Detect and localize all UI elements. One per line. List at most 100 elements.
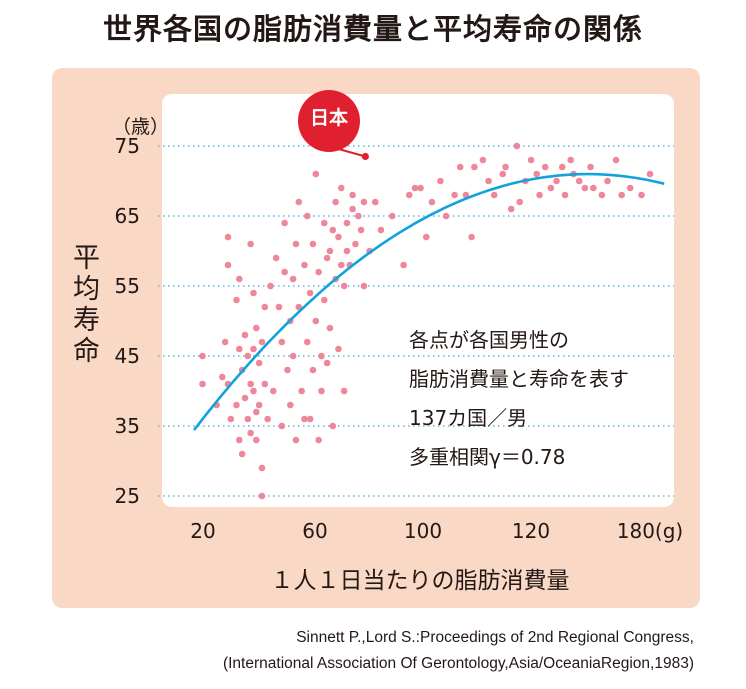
y-tick-label: 75 bbox=[115, 134, 140, 158]
data-point bbox=[335, 233, 342, 241]
data-point bbox=[442, 212, 450, 220]
data-point bbox=[250, 387, 257, 395]
y-tick-label: 25 bbox=[115, 484, 140, 508]
data-point bbox=[598, 191, 606, 199]
data-point bbox=[219, 373, 226, 381]
data-point bbox=[233, 401, 240, 409]
data-point bbox=[250, 289, 257, 297]
data-point bbox=[247, 380, 254, 388]
data-point bbox=[258, 464, 266, 472]
data-point bbox=[284, 366, 291, 374]
data-point bbox=[309, 240, 317, 248]
data-point bbox=[312, 170, 320, 178]
data-point bbox=[513, 142, 521, 150]
data-point bbox=[590, 184, 597, 192]
data-point bbox=[533, 170, 541, 178]
data-point bbox=[267, 282, 274, 290]
data-point bbox=[292, 240, 300, 248]
y-tick-label: 45 bbox=[115, 344, 140, 368]
x-tick-label: 20 bbox=[190, 519, 215, 543]
y-tick-label: 65 bbox=[115, 204, 140, 228]
data-point bbox=[306, 415, 314, 423]
japan-marker-label: 日本 bbox=[298, 90, 360, 152]
data-point bbox=[456, 163, 464, 171]
data-point bbox=[343, 219, 351, 227]
source-line: Sinnett P.,Lord S.:Proceedings of 2nd Re… bbox=[296, 629, 694, 646]
data-point bbox=[295, 198, 303, 206]
data-point bbox=[388, 212, 396, 220]
data-point bbox=[357, 226, 365, 234]
data-point bbox=[332, 198, 339, 206]
data-point bbox=[298, 387, 305, 395]
data-point bbox=[253, 408, 260, 416]
data-point bbox=[575, 177, 583, 185]
data-point bbox=[253, 436, 260, 444]
data-point bbox=[422, 233, 430, 241]
trend-curve bbox=[192, 172, 665, 431]
data-point bbox=[312, 317, 320, 325]
data-point bbox=[278, 338, 286, 346]
data-point bbox=[587, 163, 594, 171]
source-citation: Sinnett P.,Lord S.:Proceedings of 2nd Re… bbox=[223, 625, 694, 677]
data-point bbox=[612, 156, 620, 164]
data-point bbox=[238, 450, 246, 458]
data-point bbox=[646, 170, 654, 178]
data-point bbox=[343, 247, 351, 255]
data-point bbox=[255, 359, 263, 367]
data-point bbox=[468, 233, 475, 241]
data-point bbox=[255, 401, 263, 409]
data-point bbox=[340, 387, 348, 395]
data-point bbox=[320, 296, 328, 304]
plot-area bbox=[162, 94, 674, 507]
x-tick-label: 120 bbox=[512, 519, 550, 543]
data-point bbox=[236, 275, 243, 283]
x-axis-label: １人１日当たりの脂肪消費量 bbox=[270, 568, 570, 594]
annotation-line: 各点が各国男性の bbox=[409, 328, 569, 352]
data-point bbox=[471, 163, 478, 171]
data-point bbox=[261, 303, 269, 311]
data-point bbox=[567, 156, 575, 164]
data-point bbox=[349, 205, 356, 213]
annotation-line: 137カ国／男 bbox=[409, 406, 528, 430]
data-point bbox=[326, 247, 334, 255]
data-point bbox=[303, 212, 311, 220]
data-point bbox=[490, 191, 498, 199]
data-point bbox=[301, 415, 308, 423]
data-point bbox=[516, 198, 524, 206]
data-point bbox=[618, 191, 625, 199]
data-point bbox=[258, 338, 266, 346]
data-point bbox=[292, 436, 300, 444]
data-point bbox=[536, 191, 543, 199]
data-point bbox=[269, 387, 277, 395]
data-point bbox=[241, 331, 249, 339]
chart-annotation: 各点が各国男性の 脂肪消費量と寿命を表す 137カ国／男 多重相関γ＝0.78 bbox=[409, 321, 629, 477]
data-point bbox=[320, 219, 328, 227]
data-point bbox=[360, 282, 368, 290]
data-point bbox=[411, 184, 419, 192]
data-point bbox=[281, 219, 288, 227]
data-point bbox=[340, 282, 348, 290]
data-point bbox=[499, 170, 507, 178]
data-point bbox=[527, 156, 535, 164]
data-point bbox=[261, 380, 269, 388]
data-point bbox=[349, 191, 356, 199]
data-point bbox=[329, 226, 337, 234]
data-point bbox=[289, 352, 297, 360]
data-point bbox=[377, 226, 385, 234]
data-point bbox=[253, 324, 260, 332]
source-line: (International Association Of Gerontolog… bbox=[222, 655, 694, 672]
data-point bbox=[244, 415, 252, 423]
data-point bbox=[286, 401, 294, 409]
chart-title: 世界各国の脂肪消費量と平均寿命の関係 bbox=[102, 12, 643, 46]
data-point bbox=[371, 198, 379, 206]
data-point bbox=[236, 345, 243, 353]
data-point bbox=[199, 380, 206, 388]
data-point bbox=[224, 233, 232, 241]
data-point bbox=[303, 338, 311, 346]
x-tick-label: 60 bbox=[302, 519, 327, 543]
data-point bbox=[221, 338, 229, 346]
data-point bbox=[558, 163, 566, 171]
data-point bbox=[227, 415, 235, 423]
data-point bbox=[323, 254, 331, 262]
y-axis-label: 平均寿命 bbox=[68, 243, 99, 367]
